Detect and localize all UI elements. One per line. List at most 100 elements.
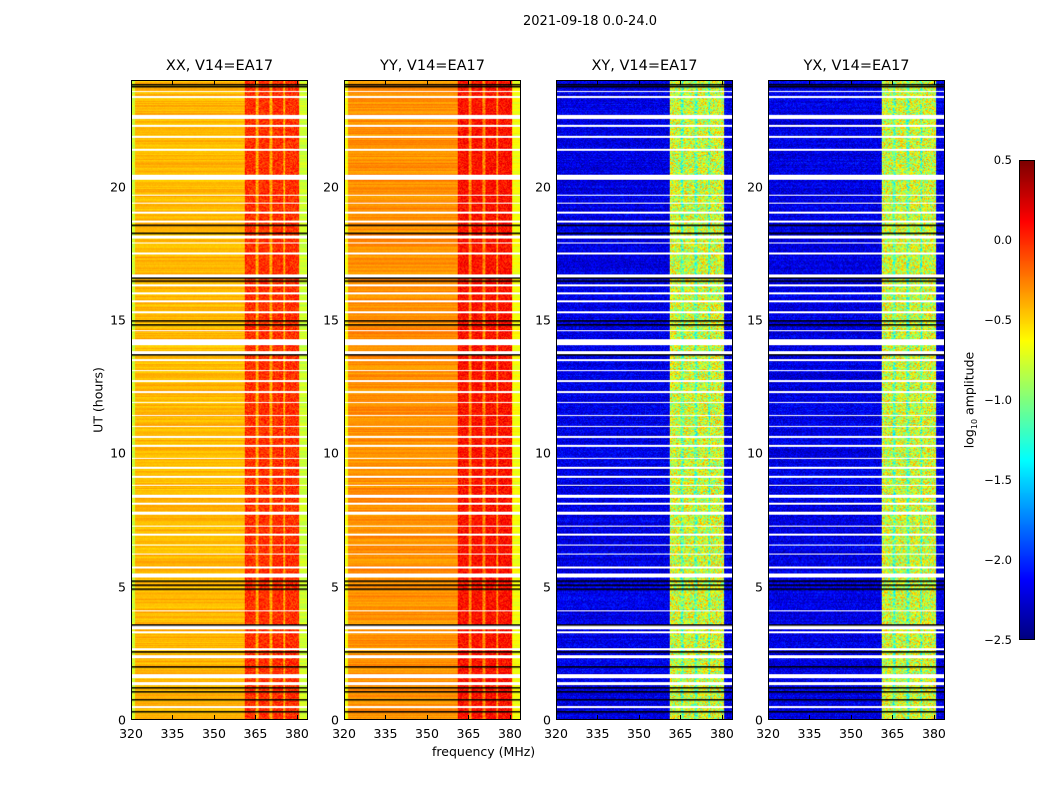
x-tick: [850, 715, 852, 720]
x-tick-label: 350: [415, 726, 439, 741]
x-tick: [426, 80, 428, 85]
x-axis-label: frequency (MHz): [432, 744, 536, 759]
x-tick: [933, 80, 935, 85]
x-tick: [556, 80, 557, 85]
x-tick-label: 350: [627, 726, 651, 741]
y-tick-label: 15: [535, 312, 551, 328]
x-tick: [213, 715, 215, 720]
x-tick-label: 380: [498, 726, 522, 741]
x-tick: [509, 80, 511, 85]
colorbar-tick-label: −1.5: [984, 473, 1012, 487]
y-tick-label: 10: [110, 445, 126, 461]
y-tick-label: 5: [331, 579, 339, 595]
x-tick: [892, 80, 894, 85]
x-tick-label: 365: [243, 726, 268, 741]
x-tick: [933, 715, 935, 720]
y-tick-label: 0: [331, 712, 339, 728]
heatmap: [556, 80, 733, 720]
y-tick-label: 5: [543, 579, 551, 595]
x-tick: [172, 80, 174, 85]
x-tick-label: 335: [160, 726, 185, 741]
y-tick-label: 10: [323, 445, 339, 461]
y-tick-label: 5: [755, 579, 763, 595]
figure-title: 2021-09-18 0.0-24.0: [523, 14, 657, 29]
y-tick-label: 0: [755, 712, 763, 728]
y-tick-label: 20: [747, 179, 763, 195]
colorbar: [1019, 160, 1035, 640]
heatmap: [344, 80, 521, 720]
x-tick: [597, 715, 599, 720]
x-tick-label: 365: [668, 726, 693, 741]
x-tick: [768, 80, 769, 85]
x-tick: [638, 715, 640, 720]
x-tick: [892, 715, 894, 720]
x-tick: [296, 715, 298, 720]
x-tick: [809, 80, 811, 85]
x-tick: [556, 715, 557, 720]
y-tick-label: 15: [110, 312, 126, 328]
x-tick-label: 320: [756, 726, 780, 741]
x-tick: [426, 715, 428, 720]
x-tick-label: 320: [544, 726, 568, 741]
x-tick-label: 365: [880, 726, 905, 741]
x-tick: [131, 80, 132, 85]
y-tick-label: 15: [747, 312, 763, 328]
x-tick: [809, 715, 811, 720]
colorbar-tick-label: 0.0: [993, 233, 1012, 247]
x-tick-label: 380: [710, 726, 734, 741]
x-tick: [680, 715, 682, 720]
panel-xx: XX, V14=EA17 320 335 350 365 380 0 5 10 15 20: [110, 58, 309, 741]
x-tick: [385, 80, 387, 85]
colorbar-tick-label: −0.5: [984, 313, 1012, 327]
y-tick-label: 0: [543, 712, 551, 728]
x-tick: [680, 80, 682, 85]
y-tick-label: 10: [747, 445, 763, 461]
x-tick-label: 380: [285, 726, 309, 741]
x-tick: [597, 80, 599, 85]
x-tick: [213, 80, 215, 85]
x-tick-label: 320: [119, 726, 143, 741]
panel-yy: YY, V14=EA17 320 335 350 365 380 0 5 10 15 20: [323, 58, 522, 741]
x-tick: [131, 715, 132, 720]
x-tick-label: 320: [332, 726, 356, 741]
x-tick: [768, 715, 769, 720]
x-tick: [344, 80, 345, 85]
colorbar-tick-label: −1.0: [984, 393, 1012, 407]
x-tick-label: 350: [202, 726, 226, 741]
colorbar-tick-label: −2.5: [984, 633, 1012, 647]
x-tick-label: 380: [922, 726, 946, 741]
y-tick-label: 10: [535, 445, 551, 461]
colorbar-tick-label: 0.5: [993, 153, 1012, 167]
panel-title: XX, V14=EA17: [165, 58, 274, 74]
colorbar-tick-label: −2.0: [984, 553, 1012, 567]
panel-title: YX, V14=EA17: [803, 58, 910, 74]
x-tick: [509, 715, 511, 720]
x-tick: [721, 80, 723, 85]
x-tick: [172, 715, 174, 720]
y-tick-label: 20: [323, 179, 339, 195]
y-tick-label: 0: [118, 712, 126, 728]
x-tick: [468, 715, 470, 720]
y-tick-label: 15: [323, 312, 339, 328]
y-tick-label: 20: [110, 179, 126, 195]
x-tick-label: 335: [373, 726, 398, 741]
x-tick: [296, 80, 298, 85]
x-tick-label: 335: [585, 726, 610, 741]
x-tick: [850, 80, 852, 85]
x-tick: [468, 80, 470, 85]
x-tick: [344, 715, 345, 720]
colorbar-label: log10 amplitude: [961, 351, 979, 449]
x-tick: [255, 715, 257, 720]
x-tick-label: 335: [797, 726, 822, 741]
panel-title: YY, V14=EA17: [380, 58, 485, 74]
x-tick-label: 350: [839, 726, 863, 741]
x-tick-label: 365: [456, 726, 481, 741]
y-tick-label: 20: [535, 179, 551, 195]
panel-yx: YX, V14=EA17 320 335 350 365 380 0 5 10 15 20: [747, 58, 946, 741]
heatmap: [768, 80, 945, 720]
x-tick: [385, 715, 387, 720]
panel-title: XY, V14=EA17: [591, 58, 698, 74]
x-tick: [255, 80, 257, 85]
x-tick: [721, 715, 723, 720]
